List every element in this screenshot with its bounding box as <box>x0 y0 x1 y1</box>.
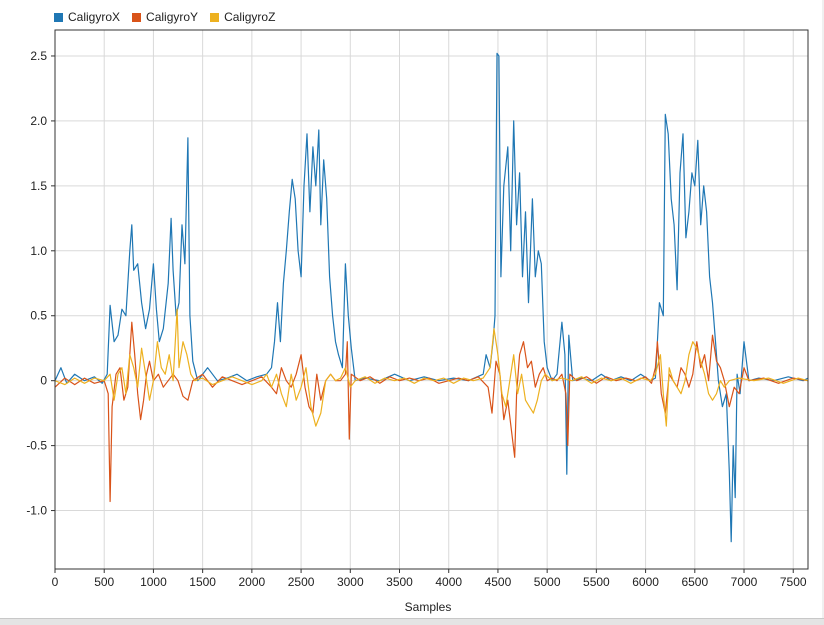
tick-layer: 0 500 1000 1500 2000 2500 3000 3500 4000 4500 5000… <box>26 49 807 589</box>
legend-swatch-x <box>54 12 63 22</box>
x-axis-title: Samples <box>405 600 452 614</box>
legend-item-z[interactable]: CaligyroZ <box>210 10 275 24</box>
x-tick-label: 5000 <box>534 575 561 589</box>
legend: CaligyroX CaligyroY CaligyroZ <box>54 9 275 25</box>
x-tick-label: 2000 <box>239 575 266 589</box>
legend-label-x: CaligyroX <box>68 10 121 24</box>
x-tick-label: 4500 <box>485 575 512 589</box>
x-tick-label: 5500 <box>583 575 610 589</box>
y-tick-label: 0 <box>40 374 47 388</box>
x-tick-label: 0 <box>52 575 59 589</box>
x-tick-label: 7000 <box>731 575 758 589</box>
legend-swatch-z <box>210 12 220 22</box>
x-tick-label: 6000 <box>632 575 659 589</box>
plot-border <box>54 29 809 570</box>
legend-swatch-y <box>132 12 142 22</box>
series-layer <box>54 52 809 543</box>
series-line-caligyroz[interactable] <box>54 308 809 427</box>
y-tick-label: 1.0 <box>30 244 47 258</box>
x-tick-label: 3000 <box>337 575 364 589</box>
y-tick-label: 1.5 <box>30 179 47 193</box>
legend-label-y: CaligyroY <box>146 10 199 24</box>
legend-label-z: CaligyroZ <box>224 10 276 24</box>
legend-item-x[interactable]: CaligyroX <box>54 10 120 24</box>
series-line-caligyrox[interactable] <box>54 52 809 543</box>
x-tick-label: 2500 <box>288 575 315 589</box>
legend-item-y[interactable]: CaligyroY <box>132 10 198 24</box>
y-tick-label: 2.5 <box>30 49 47 63</box>
x-tick-label: 4000 <box>435 575 462 589</box>
plot-area <box>55 30 808 569</box>
x-tick-label: 1000 <box>140 575 167 589</box>
y-tick-label: -1.0 <box>26 504 47 518</box>
x-tick-label: 1500 <box>189 575 216 589</box>
x-tick-label: 7500 <box>780 575 807 589</box>
x-tick-label: 3500 <box>386 575 413 589</box>
window-bottom-border <box>0 618 824 625</box>
x-tick-label: 6500 <box>681 575 708 589</box>
y-tick-label: -0.5 <box>26 439 47 453</box>
x-tick-label: 500 <box>94 575 114 589</box>
y-tick-label: 2.0 <box>30 114 47 128</box>
grid-layer <box>54 30 808 569</box>
y-tick-label: 0.5 <box>30 309 47 323</box>
